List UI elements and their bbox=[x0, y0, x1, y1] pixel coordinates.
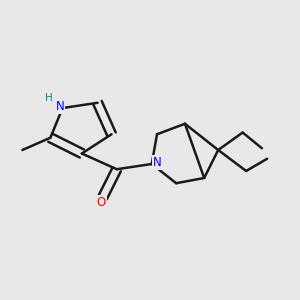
Text: N: N bbox=[56, 100, 64, 113]
Text: O: O bbox=[96, 196, 106, 209]
Text: N: N bbox=[153, 156, 161, 170]
Text: H: H bbox=[45, 92, 52, 103]
